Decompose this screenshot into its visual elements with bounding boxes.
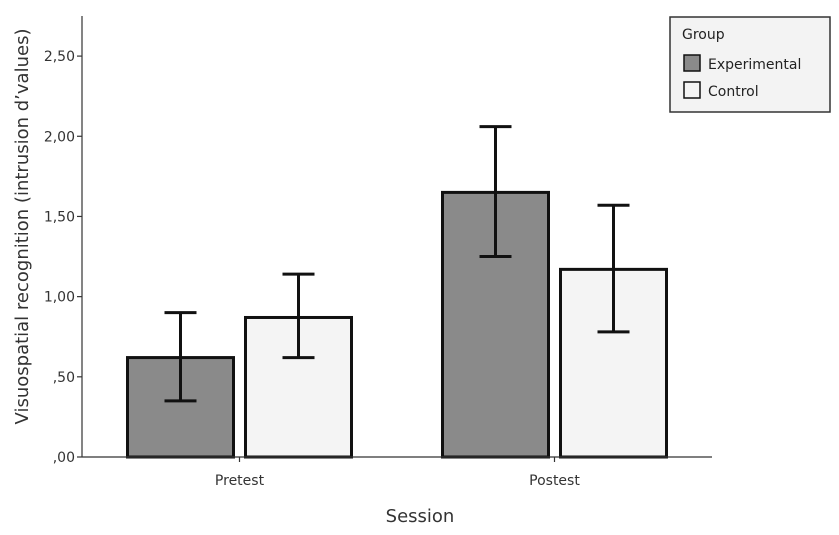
legend-label-experimental: Experimental (708, 57, 801, 73)
x-axis-ticks: Pretest Postest (215, 457, 580, 489)
x-axis-title: Session (386, 506, 455, 527)
y-tick-label: 1,00 (44, 290, 75, 306)
x-tick-label: Pretest (215, 473, 265, 489)
legend: Group Experimental Control (669, 16, 831, 113)
y-tick-label: 2,50 (44, 49, 75, 65)
y-tick-label: ,50 (53, 370, 75, 386)
legend-title: Group (682, 27, 725, 43)
legend-swatch-control (683, 81, 701, 99)
y-axis-title: Visuospatial recognition (intrusion d’va… (12, 29, 33, 425)
y-axis-ticks: ,00 ,50 1,00 1,50 2,00 2,50 (44, 49, 82, 466)
y-tick-label: ,00 (53, 450, 75, 466)
legend-swatch-experimental (683, 54, 701, 72)
y-tick-label: 2,00 (44, 129, 75, 145)
x-tick-label: Postest (529, 473, 580, 489)
legend-label-control: Control (708, 84, 759, 100)
plot-area (126, 125, 668, 459)
y-tick-label: 1,50 (44, 209, 75, 225)
